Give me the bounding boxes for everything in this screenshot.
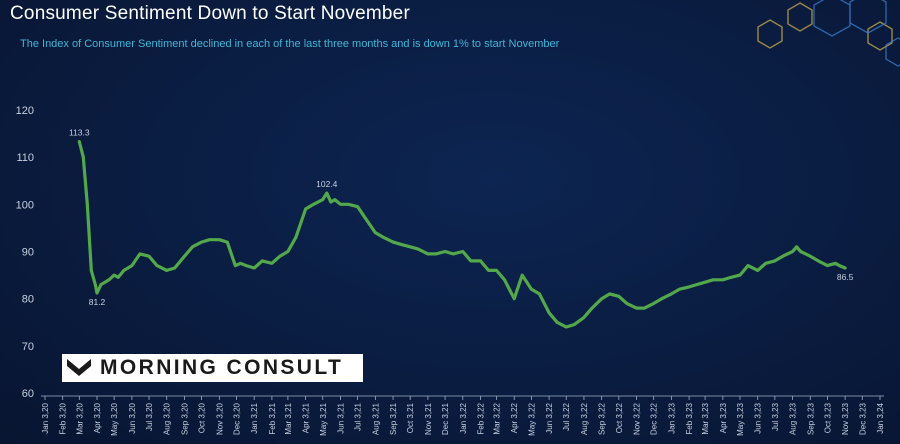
x-tick-label: Jul 3,22 [562, 402, 571, 431]
x-tick-label: Sep 3,21 [389, 402, 398, 435]
x-tick-label: Jan 3,21 [250, 402, 259, 433]
logo-text: MORNING CONSULT [100, 356, 344, 379]
x-tick-label: Dec 3,22 [650, 402, 659, 435]
x-tick-label: Dec 3,20 [232, 402, 241, 435]
morning-consult-logo: MORNING CONSULT [62, 354, 363, 382]
x-tick-label: Feb 3,22 [477, 402, 486, 434]
data-label: 102.4 [316, 179, 338, 189]
y-tick-label: 120 [16, 105, 34, 117]
x-tick-label: Mar 3,23 [701, 402, 710, 434]
x-tick-label: Oct 3,21 [406, 402, 415, 433]
y-tick-label: 80 [22, 294, 34, 306]
x-tick-label: May 3,23 [736, 402, 745, 435]
y-tick-label: 110 [16, 152, 34, 164]
x-tick-label: Jan 3,23 [667, 402, 676, 433]
x-tick-label: Apr 3,22 [510, 402, 519, 433]
data-label: 81.2 [89, 297, 106, 307]
x-tick-label: Mar 3,21 [284, 402, 293, 434]
x-tick-label: Jun 3,21 [336, 402, 345, 433]
x-tick-label: Jul 3,20 [145, 402, 154, 431]
x-tick-label: Nov 3,22 [633, 402, 642, 435]
series-layer [77, 140, 847, 329]
sentiment-series-line [77, 140, 847, 329]
x-tick-label: Aug 3,21 [371, 402, 380, 435]
y-tick-label: 70 [22, 341, 34, 353]
x-tick-label: Jan 3,22 [459, 402, 468, 433]
x-tick-label: Mar 3,20 [75, 402, 84, 434]
x-tick-label: Oct 3,20 [198, 402, 207, 433]
x-tick-label: Feb 3,20 [59, 402, 68, 434]
x-tick-label: Apr 3,23 [719, 402, 728, 433]
y-axis: 60 70 80 90 100 110 120 [16, 105, 34, 400]
y-tick-label: 100 [16, 199, 34, 211]
annotation-layer: 113.3 81.2 102.4 86.5 [69, 128, 854, 307]
x-tick-label: Aug 3,20 [163, 402, 172, 435]
morning-consult-mark-icon [67, 359, 91, 376]
x-tick-label: Jun 3,20 [128, 402, 137, 433]
x-tick-label: May 3,21 [319, 402, 328, 435]
chart-subtitle: The Index of Consumer Sentiment declined… [20, 38, 560, 50]
x-tick-label: Apr 3,21 [302, 402, 311, 433]
x-tick-label: Jun 3,23 [754, 402, 763, 433]
x-tick-label: Apr 3,20 [93, 402, 102, 433]
x-tick-label: Sep 3,22 [598, 402, 607, 435]
x-tick-label: Jun 3,22 [545, 402, 554, 433]
x-tick-label: Feb 3,23 [685, 402, 694, 434]
y-tick-label: 90 [22, 247, 34, 259]
x-tick-label: Nov 3,23 [841, 402, 850, 435]
x-tick-label: Oct 3,22 [615, 402, 624, 433]
x-tick-label: Jul 3,21 [354, 402, 363, 431]
x-axis: Jan 3,20 Feb 3,20 Mar 3,20 Apr 3,20 May 3,20… [41, 395, 885, 436]
x-tick-label: Nov 3,21 [424, 402, 433, 435]
x-tick-label: May 3,22 [527, 402, 536, 435]
x-tick-label: Mar 3,22 [493, 402, 502, 434]
x-tick-label: Aug 3,22 [580, 402, 589, 435]
x-tick-label: Feb 3,21 [268, 402, 277, 434]
x-tick-label: Oct 3,23 [823, 402, 832, 433]
y-tick-label: 60 [22, 388, 34, 400]
x-tick-label: Aug 3,23 [789, 402, 798, 435]
x-tick-label: Dec 3,21 [441, 402, 450, 435]
x-tick-label: Jan 3,20 [41, 402, 50, 433]
x-tick-label: May 3,20 [110, 402, 119, 435]
x-tick-label: Jan 3,24 [876, 402, 885, 433]
data-label: 113.3 [69, 128, 90, 138]
x-tick-label: Dec 3,23 [858, 402, 867, 435]
data-label: 86.5 [837, 272, 854, 282]
x-tick-label: Nov 3,20 [215, 402, 224, 435]
x-tick-label: Sep 3,20 [180, 402, 189, 435]
chart-title: Consumer Sentiment Down to Start Novembe… [10, 3, 410, 24]
x-tick-label: Jul 3,23 [771, 402, 780, 431]
x-tick-label: Sep 3,23 [806, 402, 815, 435]
hexagon-decoration-icon [757, 0, 900, 67]
